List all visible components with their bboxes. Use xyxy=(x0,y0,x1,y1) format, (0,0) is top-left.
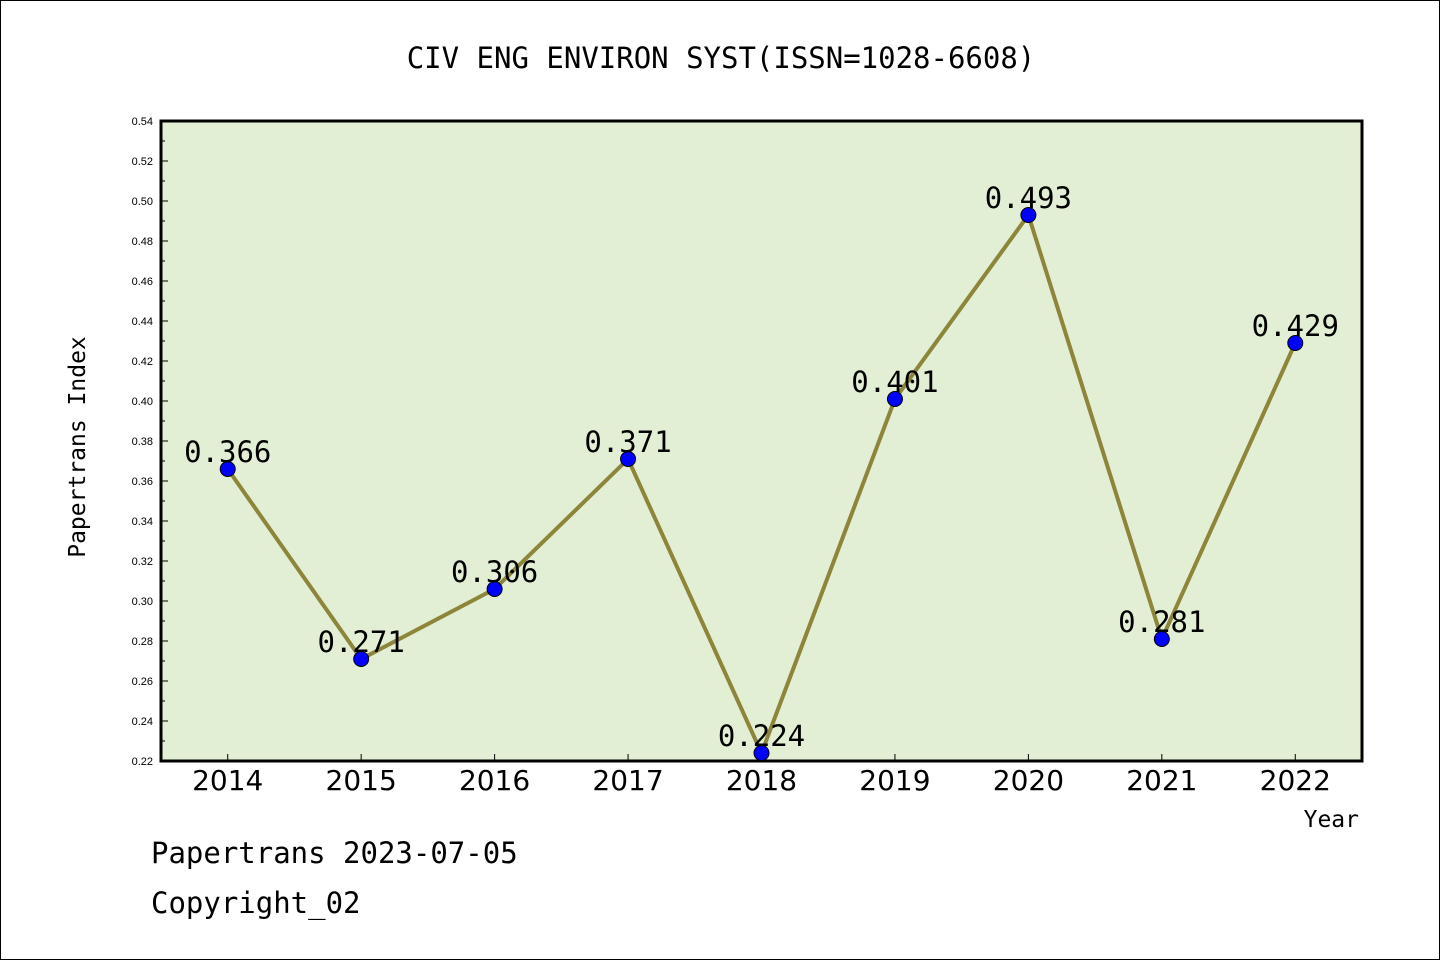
data-point xyxy=(1287,335,1304,351)
y-tick-label: 0.28 xyxy=(132,636,153,648)
y-tick-label: 0.30 xyxy=(132,596,153,608)
y-axis-label: Papertrans Index xyxy=(65,336,91,558)
data-series: 0.366 0.271 0.306 0.371 0.224 0.401 0.493 0.281… xyxy=(184,181,1339,761)
source-date-text: Papertrans 2023-07-05 xyxy=(151,836,518,870)
data-point xyxy=(1020,207,1037,223)
data-point xyxy=(886,391,903,407)
x-tick-label: 2021 xyxy=(1126,764,1197,797)
x-axis: 2014 2015 2016 2017 2018 2019 2020 2021 2022 xyxy=(192,754,1331,797)
x-tick-label: 2022 xyxy=(1260,764,1331,797)
data-label: 0.401 xyxy=(851,365,938,399)
x-tick-label: 2019 xyxy=(859,764,930,797)
data-point xyxy=(353,651,370,667)
y-tick-label: 0.36 xyxy=(132,476,153,488)
y-tick-label: 0.52 xyxy=(132,156,153,168)
y-tick-label: 0.40 xyxy=(132,396,153,408)
data-label: 0.271 xyxy=(318,625,405,659)
data-point xyxy=(620,451,637,467)
x-axis-label: Year xyxy=(1304,807,1359,833)
data-point xyxy=(753,745,770,761)
data-label: 0.366 xyxy=(184,435,271,469)
y-tick-label: 0.32 xyxy=(132,556,153,568)
plot-area xyxy=(159,119,1364,763)
y-tick-label: 0.34 xyxy=(132,516,153,528)
data-point xyxy=(486,581,503,597)
x-tick-label: 2014 xyxy=(192,764,263,797)
y-tick-label: 0.42 xyxy=(132,356,153,368)
x-tick-label: 2017 xyxy=(592,764,663,797)
data-point xyxy=(1153,631,1170,647)
y-tick-label: 0.48 xyxy=(132,236,153,248)
y-axis: 0.22 0.24 0.26 0.28 0.30 0.32 0.34 0.36 0.38 0.40… xyxy=(132,116,168,768)
y-tick-label: 0.22 xyxy=(132,756,153,768)
y-tick-label: 0.38 xyxy=(132,436,153,448)
copyright-text: Copyright_02 xyxy=(151,886,361,920)
data-point xyxy=(219,461,236,477)
x-tick-label: 2015 xyxy=(326,764,397,797)
y-tick-label: 0.46 xyxy=(132,276,153,288)
data-label: 0.493 xyxy=(985,181,1072,215)
x-tick-label: 2016 xyxy=(459,764,530,797)
x-tick-label: 2020 xyxy=(993,764,1064,797)
y-tick-label: 0.24 xyxy=(132,716,153,728)
data-label: 0.371 xyxy=(584,425,671,459)
y-tick-label: 0.50 xyxy=(132,196,153,208)
chart-title: CIV ENG ENVIRON SYST(ISSN=1028-6608) xyxy=(407,41,1036,75)
data-label: 0.224 xyxy=(718,719,805,753)
data-label: 0.429 xyxy=(1252,309,1339,343)
y-tick-label: 0.44 xyxy=(132,316,153,328)
data-label: 0.281 xyxy=(1118,605,1205,639)
x-tick-label: 2018 xyxy=(726,764,797,797)
y-tick-label: 0.54 xyxy=(132,116,153,128)
y-tick-label: 0.26 xyxy=(132,676,153,688)
data-label: 0.306 xyxy=(451,555,538,589)
